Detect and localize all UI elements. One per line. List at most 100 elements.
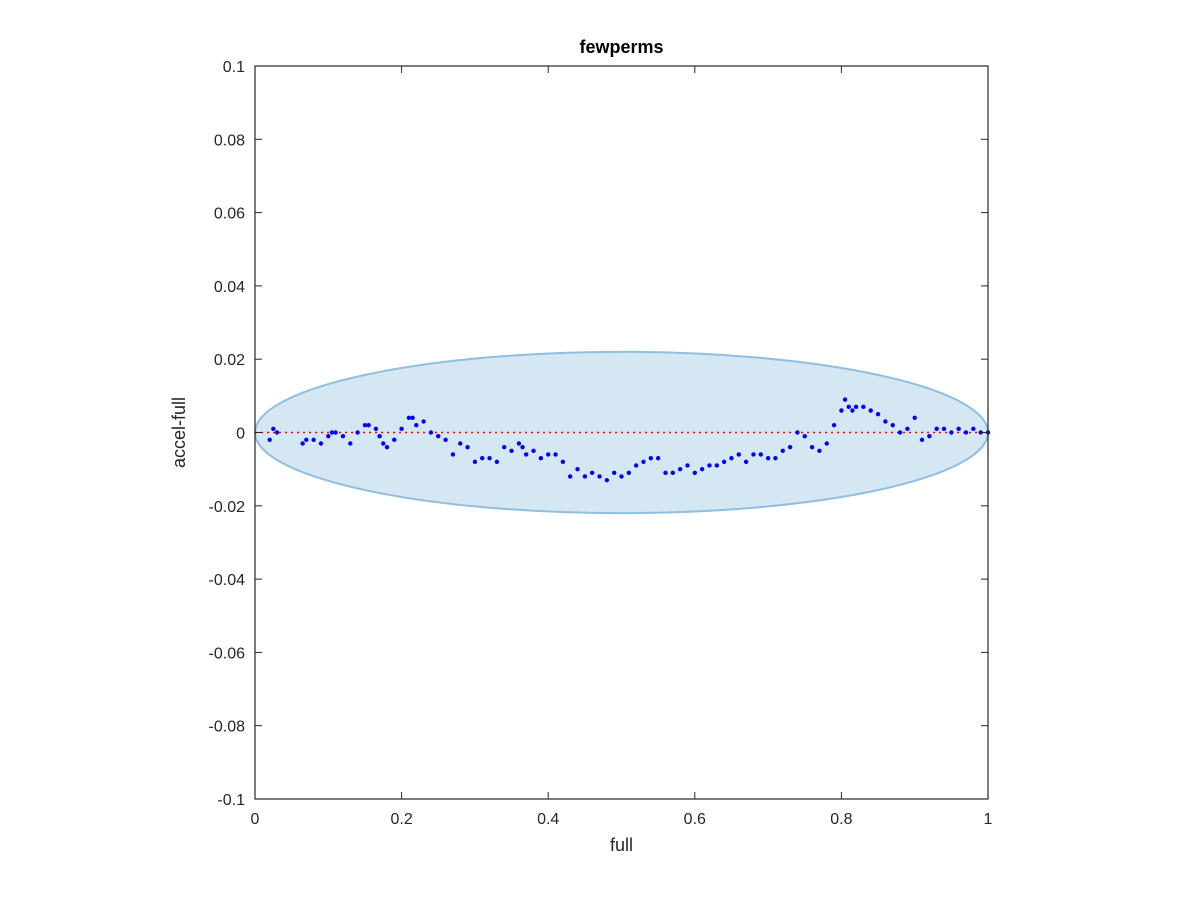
data-point (597, 474, 602, 479)
data-point (428, 430, 434, 435)
data-point (707, 463, 712, 468)
data-point (963, 430, 969, 435)
data-point (809, 444, 815, 450)
data-point (839, 408, 844, 413)
data-point (743, 459, 749, 465)
data-point (480, 455, 485, 461)
data-point (875, 411, 881, 417)
data-point (271, 426, 276, 432)
data-point (381, 441, 386, 446)
data-point (274, 430, 280, 435)
x-tick-label: 0.2 (390, 811, 412, 828)
data-point (751, 452, 756, 457)
x-tick-label: 0.8 (830, 811, 852, 828)
data-point (355, 430, 360, 435)
data-point (641, 459, 646, 465)
data-point (546, 452, 551, 457)
data-point (842, 397, 848, 402)
y-tick-label: 0.1 (223, 59, 245, 76)
data-point (509, 448, 514, 454)
data-point (567, 474, 573, 479)
x-tick-label: 0.4 (537, 811, 559, 828)
data-point (846, 404, 851, 410)
data-point (524, 452, 529, 457)
data-point (934, 426, 939, 432)
data-point (670, 470, 676, 476)
data-point (414, 422, 419, 428)
data-point (802, 433, 807, 439)
data-point (362, 422, 368, 428)
data-point (831, 422, 837, 428)
x-tick-label: 0 (251, 811, 260, 828)
data-point (897, 430, 903, 435)
y-tick-label: 0.04 (214, 279, 245, 296)
data-point (340, 433, 346, 439)
data-point (919, 437, 925, 443)
data-point (890, 422, 895, 428)
data-point (421, 419, 426, 424)
data-point (560, 459, 566, 465)
data-point (465, 444, 470, 450)
data-point (589, 470, 595, 476)
y-tick-label: -0.06 (209, 645, 246, 662)
data-point (377, 433, 382, 439)
data-point (604, 477, 610, 483)
y-tick-label: -0.08 (209, 719, 246, 736)
data-point (868, 408, 873, 413)
data-point (927, 433, 932, 439)
y-tick-label: 0.06 (214, 206, 245, 223)
data-point (721, 459, 727, 465)
data-point (472, 459, 478, 465)
data-point (553, 452, 558, 457)
data-point (318, 441, 324, 446)
data-point (373, 426, 379, 432)
data-point (714, 463, 719, 468)
data-point (458, 441, 463, 446)
data-point (520, 444, 525, 450)
data-point (941, 426, 947, 432)
y-tick-label: -0.1 (217, 792, 245, 809)
y-tick-label: 0.02 (214, 352, 245, 369)
data-point (824, 441, 829, 446)
data-point (795, 430, 800, 435)
data-point (406, 415, 412, 421)
data-point (304, 437, 309, 443)
data-point (883, 419, 888, 424)
data-point (626, 470, 632, 476)
data-point (443, 437, 448, 443)
data-point (450, 452, 456, 457)
data-point (575, 466, 580, 472)
data-point (611, 470, 617, 476)
data-point (905, 426, 910, 432)
data-point (502, 444, 507, 450)
data-point (850, 408, 855, 413)
data-point (685, 463, 690, 468)
data-point (366, 422, 371, 428)
data-point (699, 466, 705, 472)
data-point (333, 430, 338, 435)
data-point (773, 455, 778, 461)
data-point (787, 444, 793, 450)
data-point (436, 433, 441, 439)
data-point (677, 466, 683, 472)
chart-title: fewperms (579, 37, 663, 57)
y-tick-label: 0 (236, 426, 245, 443)
data-point (780, 448, 785, 454)
y-tick-label: -0.02 (209, 499, 246, 516)
x-axis-label: full (610, 835, 633, 855)
data-point (326, 433, 331, 439)
data-point (487, 455, 492, 461)
data-point (494, 459, 500, 465)
x-tick-label: 1 (984, 811, 993, 828)
data-point (956, 426, 961, 432)
data-point (538, 455, 544, 461)
data-point (619, 474, 624, 479)
data-point (692, 470, 697, 476)
data-point (516, 441, 522, 446)
data-point (978, 430, 983, 435)
data-point (582, 474, 588, 479)
y-axis-label: accel-full (169, 397, 189, 468)
data-point (348, 441, 353, 446)
y-tick-label: 0.08 (214, 132, 245, 149)
